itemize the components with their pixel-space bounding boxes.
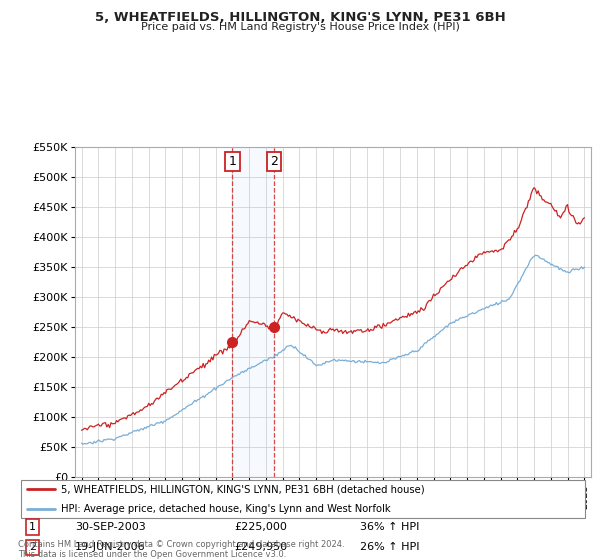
Text: 1: 1	[29, 522, 36, 532]
Text: 36% ↑ HPI: 36% ↑ HPI	[360, 522, 419, 532]
Text: 1: 1	[229, 155, 236, 168]
Text: 19-JUN-2006: 19-JUN-2006	[75, 543, 146, 552]
Text: £249,950: £249,950	[235, 543, 288, 552]
Text: 5, WHEATFIELDS, HILLINGTON, KING'S LYNN, PE31 6BH (detached house): 5, WHEATFIELDS, HILLINGTON, KING'S LYNN,…	[61, 484, 424, 494]
Text: 26% ↑ HPI: 26% ↑ HPI	[360, 543, 419, 552]
Text: 30-SEP-2003: 30-SEP-2003	[75, 522, 146, 532]
FancyBboxPatch shape	[21, 480, 585, 517]
Text: HPI: Average price, detached house, King's Lynn and West Norfolk: HPI: Average price, detached house, King…	[61, 504, 391, 514]
Text: £225,000: £225,000	[235, 522, 287, 532]
Text: 2: 2	[271, 155, 278, 168]
Bar	[232, 147, 274, 477]
Text: Price paid vs. HM Land Registry's House Price Index (HPI): Price paid vs. HM Land Registry's House …	[140, 22, 460, 32]
Text: Contains HM Land Registry data © Crown copyright and database right 2024.
This d: Contains HM Land Registry data © Crown c…	[18, 540, 344, 559]
Text: 5, WHEATFIELDS, HILLINGTON, KING'S LYNN, PE31 6BH: 5, WHEATFIELDS, HILLINGTON, KING'S LYNN,…	[95, 11, 505, 24]
Text: 2: 2	[29, 543, 36, 552]
